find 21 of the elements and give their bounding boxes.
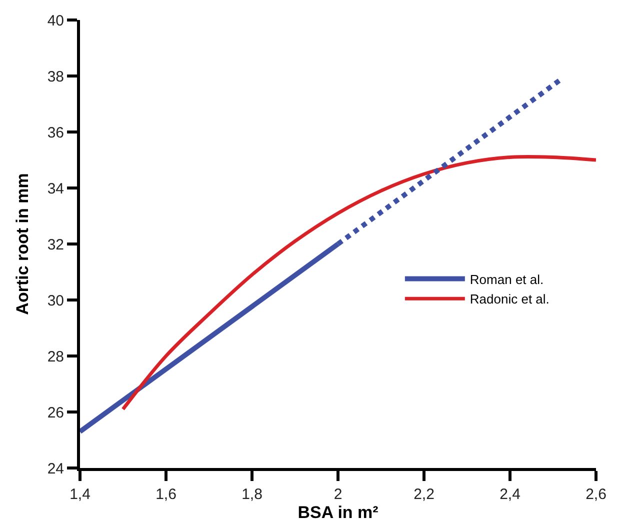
y-tick-label: 28 [47,348,64,366]
x-tick-label: 1,8 [242,486,262,503]
y-tick-label: 24 [47,460,64,478]
y-tick-label: 30 [47,292,64,310]
legend-label: Radonic et al. [470,292,550,307]
x-tick-label: 1,4 [70,486,90,503]
x-tick-label: 2,2 [414,486,434,503]
x-tick-label: 1,6 [156,486,176,503]
line-series [121,154,596,411]
y-tick-label: 34 [47,180,64,198]
x-tick-label: 2,4 [500,486,520,503]
x-tick-label: 2 [334,486,342,503]
y-tick-label: 36 [47,124,64,142]
x-tick-label: 2,6 [586,486,606,503]
legend-label: Roman et al. [470,272,544,287]
y-tick-label: 32 [47,236,64,254]
y-tick-label: 38 [47,68,64,86]
x-axis-title: BSA in m² [298,503,379,522]
y-axis-title: Aortic root in mm [12,173,32,315]
y-tick-label: 40 [47,12,64,30]
y-tick-label: 26 [47,404,64,422]
